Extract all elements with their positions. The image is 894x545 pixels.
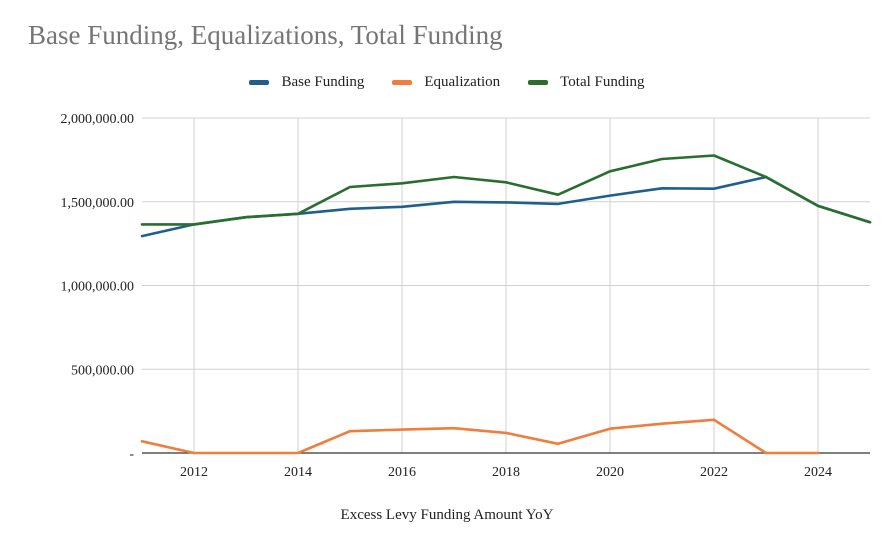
x-axis-label: Excess Levy Funding Amount YoY (340, 507, 554, 523)
legend-swatch-equalization (392, 79, 413, 85)
x-tick-label: 2014 (284, 465, 312, 480)
y-tick-label: - (129, 447, 134, 462)
x-tick-label: 2024 (804, 465, 832, 480)
legend-swatch-base-funding (249, 79, 270, 85)
legend-item-equalization: Equalization (392, 74, 500, 91)
series-line-equalization (140, 418, 820, 455)
chart-title: Base Funding, Equalizations, Total Fundi… (28, 20, 503, 50)
legend-item-total-funding: Total Funding (528, 73, 645, 91)
chart-legend: Base Funding Equalization Total Funding (0, 70, 894, 94)
x-tick-label: 2012 (180, 465, 208, 480)
legend-label-total-funding: Total Funding (560, 73, 645, 90)
legend-label-equalization: Equalization (424, 73, 501, 90)
series-line-total-funding (140, 154, 872, 226)
x-tick-label: 2022 (700, 465, 728, 480)
y-tick-label: 1,000,000.00 (61, 280, 135, 295)
legend-item-base-funding: Base Funding (249, 74, 364, 91)
legend-label-base-funding: Base Funding (281, 73, 365, 90)
y-tick-label: 2,000,000.00 (61, 112, 135, 127)
y-tick-label: 500,000.00 (71, 363, 134, 378)
y-tick-label: 1,500,000.00 (61, 196, 135, 211)
x-tick-label: 2020 (596, 465, 624, 480)
x-tick-label: 2018 (492, 465, 520, 480)
x-tick-label: 2016 (388, 465, 416, 480)
legend-swatch-total-funding (528, 79, 549, 85)
